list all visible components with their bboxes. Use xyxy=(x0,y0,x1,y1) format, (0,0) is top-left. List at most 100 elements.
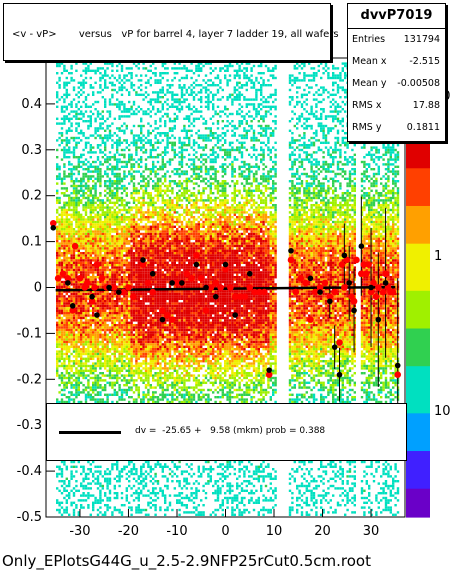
heatmap-cell xyxy=(154,463,157,466)
heatmap-cell xyxy=(56,163,59,166)
heatmap-cell xyxy=(125,67,128,70)
heatmap-cell xyxy=(137,492,140,495)
heatmap-cell xyxy=(104,480,107,483)
heatmap-cell xyxy=(108,362,112,365)
heatmap-cell xyxy=(125,333,128,336)
heatmap-cell xyxy=(87,340,90,344)
heatmap-cell xyxy=(116,465,119,468)
heatmap-cell xyxy=(63,508,66,512)
heatmap-cell xyxy=(142,379,145,382)
heatmap-cell xyxy=(113,60,116,63)
heatmap-cell xyxy=(65,115,68,118)
heatmap-cell xyxy=(135,225,138,228)
heatmap-cell xyxy=(137,475,140,478)
heatmap-cell xyxy=(82,362,85,365)
heatmap-cell xyxy=(77,100,80,104)
heatmap-cell xyxy=(137,340,140,344)
heatmap-cell xyxy=(120,283,124,286)
heatmap-cell xyxy=(75,302,78,305)
heatmap-cell xyxy=(137,316,140,320)
heatmap-cell xyxy=(108,302,112,305)
heatmap-cell xyxy=(56,321,59,324)
heatmap-cell xyxy=(58,331,61,334)
heatmap-cell xyxy=(58,232,61,236)
heatmap-cell xyxy=(144,91,148,94)
heatmap-cell xyxy=(147,388,150,392)
heatmap-cell xyxy=(65,208,68,212)
heatmap-cell xyxy=(101,297,104,300)
heatmap-cell xyxy=(137,350,140,353)
heatmap-cell xyxy=(75,396,78,399)
heatmap-cell xyxy=(58,249,61,252)
heatmap-cell xyxy=(82,340,85,344)
heatmap-cell xyxy=(149,304,152,308)
heatmap-cell xyxy=(159,278,162,281)
heatmap-cell xyxy=(70,199,73,202)
heatmap-cell xyxy=(144,151,148,154)
heatmap-cell xyxy=(65,132,68,135)
heatmap-cell xyxy=(118,256,121,260)
heatmap-cell xyxy=(82,177,85,180)
heatmap-cell xyxy=(154,206,157,209)
heatmap-cell xyxy=(99,333,102,336)
heatmap-cell xyxy=(101,386,104,389)
heatmap-cell xyxy=(130,249,133,252)
heatmap-cell xyxy=(65,223,68,226)
heatmap-cell xyxy=(154,348,157,351)
heatmap-cell xyxy=(125,336,128,339)
heatmap-cell xyxy=(94,321,97,324)
heatmap-cell xyxy=(77,338,80,341)
heatmap-cell xyxy=(72,475,76,478)
heatmap-cell xyxy=(72,372,76,375)
heatmap-cell xyxy=(84,367,88,370)
heatmap-cell xyxy=(113,290,116,293)
heatmap-cell xyxy=(106,340,109,344)
heatmap-cell xyxy=(118,307,121,310)
heatmap-cell xyxy=(77,348,80,351)
heatmap-cell xyxy=(125,252,128,255)
heatmap-cell xyxy=(123,86,126,89)
heatmap-cell xyxy=(156,213,160,216)
heatmap-cell xyxy=(87,259,90,262)
heatmap-cell xyxy=(63,312,66,315)
heatmap-cell xyxy=(60,252,64,255)
heatmap-cell xyxy=(104,336,107,339)
heatmap-cell xyxy=(147,381,150,384)
heatmap-cell xyxy=(80,372,83,375)
heatmap-cell xyxy=(99,292,102,296)
heatmap-cell xyxy=(140,492,143,495)
heatmap-cell xyxy=(149,295,152,298)
heatmap-cell xyxy=(111,230,114,233)
heatmap-cell xyxy=(120,187,124,190)
heatmap-cell xyxy=(63,393,66,396)
heatmap-cell xyxy=(75,211,78,214)
heatmap-cell xyxy=(87,141,90,144)
heatmap-cell xyxy=(99,261,102,264)
heatmap-cell xyxy=(147,201,150,204)
heatmap-cell xyxy=(104,324,107,327)
heatmap-cell xyxy=(132,124,136,128)
heatmap-cell xyxy=(154,189,157,192)
heatmap-cell xyxy=(149,496,152,500)
heatmap-cell xyxy=(123,465,126,468)
heatmap-cell xyxy=(72,398,76,401)
heatmap-cell xyxy=(111,463,114,466)
heatmap-cell xyxy=(106,396,109,399)
heatmap-cell xyxy=(125,324,128,327)
heatmap-cell xyxy=(108,297,112,300)
heatmap-cell xyxy=(89,393,92,396)
heatmap-cell xyxy=(58,285,61,288)
heatmap-cell xyxy=(89,345,92,348)
heatmap-cell xyxy=(135,489,138,492)
heatmap-cell xyxy=(101,355,104,358)
heatmap-cell xyxy=(111,268,114,272)
heatmap-cell xyxy=(82,326,85,329)
heatmap-cell xyxy=(113,506,116,509)
heatmap-cell xyxy=(152,309,155,312)
heatmap-cell xyxy=(137,199,140,202)
heatmap-cell xyxy=(75,292,78,296)
heatmap-cell xyxy=(101,237,104,240)
heatmap-cell xyxy=(72,494,76,497)
heatmap-cell xyxy=(104,307,107,310)
heatmap-cell xyxy=(68,381,71,384)
